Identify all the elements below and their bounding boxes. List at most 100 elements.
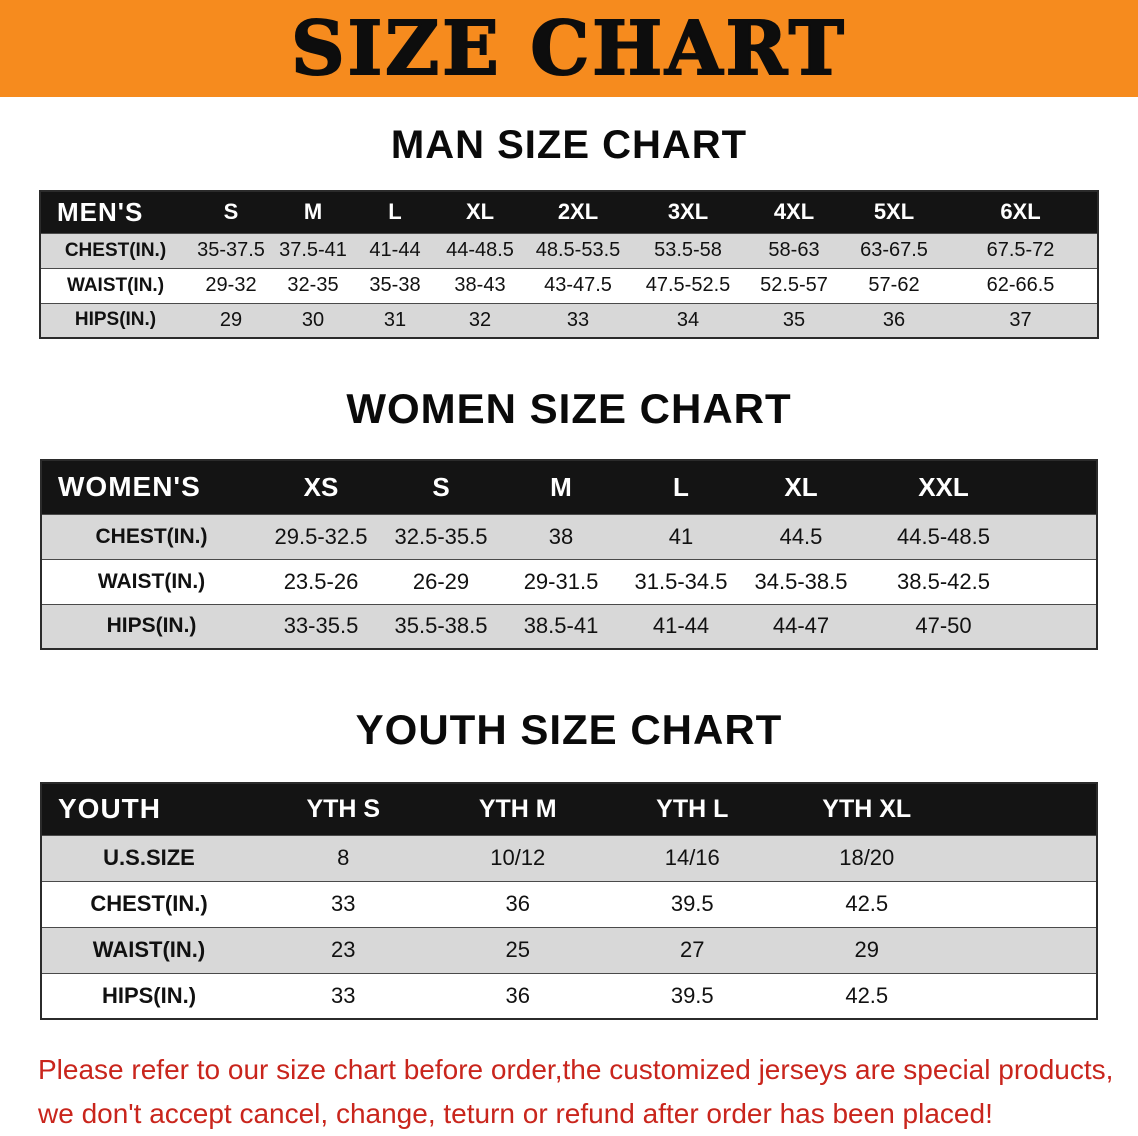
size-value-cell: 29.5-32.5 xyxy=(261,513,381,560)
size-value-cell: 33 xyxy=(256,972,431,1020)
women-size-table: WOMEN'S XS S M L XL XXL CHEST(IN.) 29.5-32.5 32.5… xyxy=(40,459,1098,650)
size-value-cell: 44.5-48.5 xyxy=(861,513,1026,560)
size-value-cell: 29 xyxy=(190,302,272,339)
table-row: U.S.SIZE 8 10/12 14/16 18/20 xyxy=(41,834,1097,882)
size-value-cell: 38 xyxy=(501,513,621,560)
size-column-header: XXL xyxy=(861,460,1026,515)
size-column-header: M xyxy=(501,460,621,515)
size-value-cell: 41-44 xyxy=(354,232,436,269)
measurement-label: HIPS(IN.) xyxy=(41,603,261,650)
size-column-header: L xyxy=(621,460,741,515)
size-value-cell: 39.5 xyxy=(605,972,780,1020)
size-value-cell: 58-63 xyxy=(744,232,844,269)
size-value-cell: 36 xyxy=(430,972,605,1020)
measurement-label: CHEST(IN.) xyxy=(41,880,256,928)
size-value-cell: 23.5-26 xyxy=(261,558,381,605)
size-value-cell: 26-29 xyxy=(381,558,501,605)
size-column-header: XL xyxy=(741,460,861,515)
size-value-cell: 27 xyxy=(605,926,780,974)
size-value-cell: 47-50 xyxy=(861,603,1026,650)
table-row: CHEST(IN.) 29.5-32.5 32.5-35.5 38 41 44.5 44.5… xyxy=(41,513,1097,560)
size-value-cell: 35.5-38.5 xyxy=(381,603,501,650)
size-column-header: YTH L xyxy=(605,783,780,836)
table-row: HIPS(IN.) 33 36 39.5 42.5 xyxy=(41,972,1097,1020)
filler-cell xyxy=(954,834,1097,882)
size-value-cell: 44-48.5 xyxy=(436,232,524,269)
size-value-cell: 14/16 xyxy=(605,834,780,882)
size-column-header: L xyxy=(354,191,436,234)
size-value-cell: 32.5-35.5 xyxy=(381,513,501,560)
women-section-heading: WOMEN SIZE CHART xyxy=(346,385,792,432)
header-filler-cell xyxy=(954,783,1097,836)
women-header-row: WOMEN'S XS S M L XL XXL xyxy=(41,460,1097,515)
size-value-cell: 62-66.5 xyxy=(944,267,1098,304)
size-value-cell: 44-47 xyxy=(741,603,861,650)
size-column-header: YTH M xyxy=(430,783,605,836)
size-value-cell: 25 xyxy=(430,926,605,974)
size-chart-title: SIZE CHART xyxy=(290,5,847,93)
size-chart-banner: SIZE CHART xyxy=(0,0,1138,97)
size-value-cell: 18/20 xyxy=(779,834,954,882)
size-value-cell: 47.5-52.5 xyxy=(632,267,744,304)
size-value-cell: 52.5-57 xyxy=(744,267,844,304)
size-column-header: S xyxy=(190,191,272,234)
table-row: HIPS(IN.) 33-35.5 35.5-38.5 38.5-41 41-44 44-… xyxy=(41,603,1097,650)
size-value-cell: 29-32 xyxy=(190,267,272,304)
table-row: HIPS(IN.) 29 30 31 32 33 34 35 36 37 xyxy=(40,302,1098,339)
table-row: WAIST(IN.) 23.5-26 26-29 29-31.5 31.5-34.5 34… xyxy=(41,558,1097,605)
youth-section-heading: YOUTH SIZE CHART xyxy=(355,706,783,753)
size-value-cell: 44.5 xyxy=(741,513,861,560)
size-column-header: YTH XL xyxy=(779,783,954,836)
disclaimer-line-2: we don't accept cancel, change, teturn o… xyxy=(38,1098,993,1130)
filler-cell xyxy=(1026,558,1097,605)
size-value-cell: 35-37.5 xyxy=(190,232,272,269)
header-filler-cell xyxy=(1026,460,1097,515)
measurement-label: CHEST(IN.) xyxy=(41,513,261,560)
size-value-cell: 36 xyxy=(844,302,944,339)
table-row: CHEST(IN.) 33 36 39.5 42.5 xyxy=(41,880,1097,928)
size-value-cell: 34 xyxy=(632,302,744,339)
size-value-cell: 42.5 xyxy=(779,972,954,1020)
size-value-cell: 37 xyxy=(944,302,1098,339)
size-value-cell: 37.5-41 xyxy=(272,232,354,269)
size-value-cell: 63-67.5 xyxy=(844,232,944,269)
size-value-cell: 29-31.5 xyxy=(501,558,621,605)
measurement-label: HIPS(IN.) xyxy=(41,972,256,1020)
size-value-cell: 38.5-42.5 xyxy=(861,558,1026,605)
size-value-cell: 43-47.5 xyxy=(524,267,632,304)
size-value-cell: 30 xyxy=(272,302,354,339)
men-section-heading: MAN SIZE CHART xyxy=(390,123,748,167)
size-value-cell: 33-35.5 xyxy=(261,603,381,650)
size-value-cell: 29 xyxy=(779,926,954,974)
size-column-header: 5XL xyxy=(844,191,944,234)
disclaimer-line-1: Please refer to our size chart before or… xyxy=(38,1054,1114,1085)
size-value-cell: 38-43 xyxy=(436,267,524,304)
size-column-header: YTH S xyxy=(256,783,431,836)
measurement-label: CHEST(IN.) xyxy=(40,232,190,269)
measurement-label: WAIST(IN.) xyxy=(40,267,190,304)
size-column-header: XL xyxy=(436,191,524,234)
size-value-cell: 31 xyxy=(354,302,436,339)
size-column-header: S xyxy=(381,460,501,515)
size-value-cell: 53.5-58 xyxy=(632,232,744,269)
size-value-cell: 34.5-38.5 xyxy=(741,558,861,605)
size-column-header: 6XL xyxy=(944,191,1098,234)
men-header-row: MEN'S S M L XL 2XL 3XL 4XL 5XL 6XL xyxy=(40,191,1098,234)
size-value-cell: 31.5-34.5 xyxy=(621,558,741,605)
filler-cell xyxy=(1026,513,1097,560)
size-column-header: M xyxy=(272,191,354,234)
size-value-cell: 35 xyxy=(744,302,844,339)
filler-cell xyxy=(1026,603,1097,650)
filler-cell xyxy=(954,972,1097,1020)
measurement-label: HIPS(IN.) xyxy=(40,302,190,339)
men-size-table: MEN'S S M L XL 2XL 3XL 4XL 5XL 6XL CHEST(IN.) 35-37… xyxy=(39,190,1099,339)
filler-cell xyxy=(954,880,1097,928)
size-value-cell: 42.5 xyxy=(779,880,954,928)
size-value-cell: 57-62 xyxy=(844,267,944,304)
size-value-cell: 8 xyxy=(256,834,431,882)
youth-table-title-cell: YOUTH xyxy=(41,783,256,836)
measurement-label: U.S.SIZE xyxy=(41,834,256,882)
size-value-cell: 48.5-53.5 xyxy=(524,232,632,269)
filler-cell xyxy=(954,926,1097,974)
size-column-header: 4XL xyxy=(744,191,844,234)
